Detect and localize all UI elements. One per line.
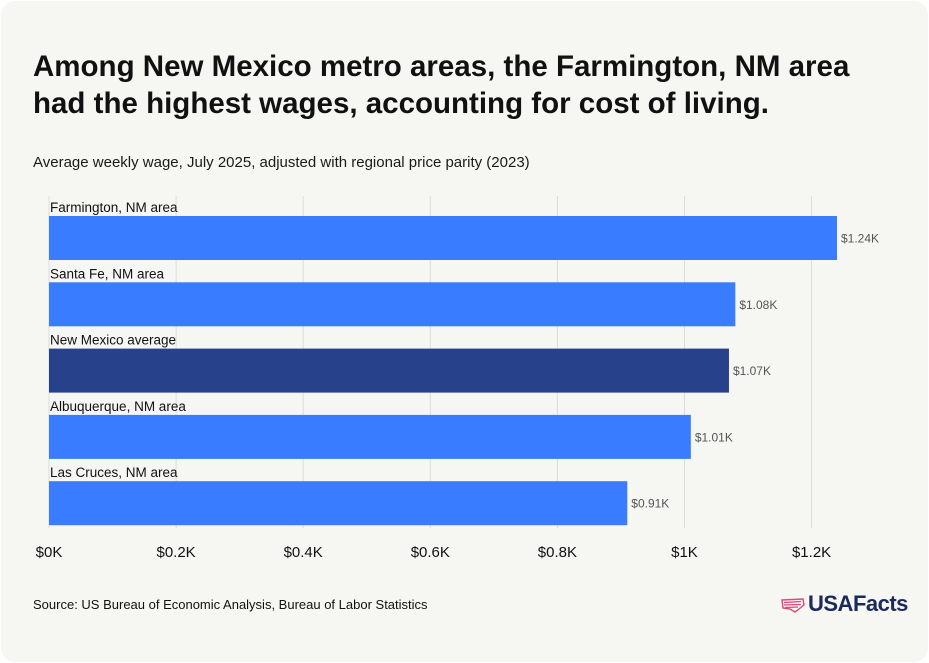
- x-tick-label: $0.8K: [538, 544, 577, 561]
- bar: [49, 348, 729, 393]
- x-tick-label: $0K: [36, 544, 63, 561]
- value-label: $1.01K: [695, 430, 733, 444]
- x-tick-label: $0.4K: [284, 544, 323, 561]
- category-label: Farmington, NM area: [50, 200, 178, 215]
- bar: [49, 282, 736, 327]
- x-tick-label: $1K: [671, 544, 698, 561]
- value-label: $1.07K: [733, 364, 771, 378]
- chart-title: Among New Mexico metro areas, the Farmin…: [33, 50, 850, 120]
- value-label: $1.24K: [841, 232, 879, 246]
- bar-chart: $0K $0.2K $0.4K $0.6K $0.8K $1K $1.2K Farmingto…: [36, 196, 879, 561]
- x-tick-label: $1.2K: [792, 544, 831, 561]
- category-label: Albuquerque, NM area: [50, 399, 186, 414]
- chart-subtitle: Average weekly wage, July 2025, adjusted…: [33, 154, 530, 171]
- source-note: Source: US Bureau of Economic Analysis, …: [33, 597, 428, 612]
- category-label: Las Cruces, NM area: [50, 465, 178, 480]
- bar: [49, 481, 628, 526]
- usafacts-logo: USAFacts: [781, 591, 911, 619]
- logo-text: USAFacts: [808, 591, 908, 616]
- value-label: $0.91K: [631, 497, 669, 511]
- category-label: New Mexico average: [50, 333, 176, 348]
- bar: [49, 414, 691, 459]
- usa-flag-map-icon: [781, 598, 805, 613]
- x-tick-label: $0.6K: [411, 544, 450, 561]
- bar: [49, 216, 837, 260]
- category-label: Santa Fe, NM area: [50, 266, 165, 281]
- value-label: $1.08K: [739, 298, 777, 312]
- x-tick-label: $0.2K: [156, 544, 195, 561]
